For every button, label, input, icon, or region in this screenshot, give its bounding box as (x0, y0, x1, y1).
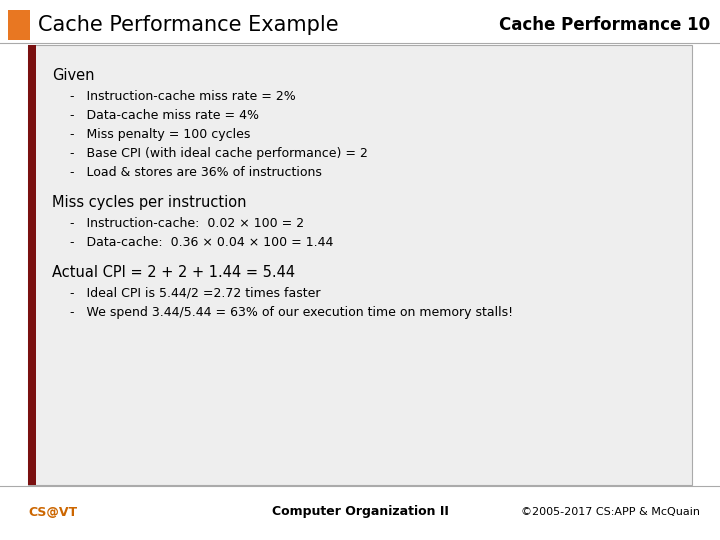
Text: Cache Performance 10: Cache Performance 10 (499, 16, 710, 34)
Text: CS@VT: CS@VT (28, 505, 77, 518)
Text: -   We spend 3.44/5.44 = 63% of our execution time on memory stalls!: - We spend 3.44/5.44 = 63% of our execut… (70, 306, 513, 319)
Text: -   Load & stores are 36% of instructions: - Load & stores are 36% of instructions (70, 166, 322, 179)
Text: Given: Given (52, 68, 94, 83)
Bar (8, 10, 30, 40)
Text: Miss cycles per instruction: Miss cycles per instruction (52, 195, 246, 210)
Text: -   Instruction-cache miss rate = 2%: - Instruction-cache miss rate = 2% (70, 90, 296, 103)
Bar (28, 45, 36, 485)
Text: -   Base CPI (with ideal cache performance) = 2: - Base CPI (with ideal cache performance… (70, 147, 368, 160)
Text: ©2005-2017 CS:APP & McQuain: ©2005-2017 CS:APP & McQuain (521, 507, 700, 517)
Text: -   Ideal CPI is 5.44/2 =2.72 times faster: - Ideal CPI is 5.44/2 =2.72 times faster (70, 287, 320, 300)
Text: -   Miss penalty = 100 cycles: - Miss penalty = 100 cycles (70, 128, 251, 141)
Text: -   Data-cache miss rate = 4%: - Data-cache miss rate = 4% (70, 109, 259, 122)
Text: -   Data-cache:  0.36 × 0.04 × 100 = 1.44: - Data-cache: 0.36 × 0.04 × 100 = 1.44 (70, 236, 333, 249)
Text: -   Instruction-cache:  0.02 × 100 = 2: - Instruction-cache: 0.02 × 100 = 2 (70, 217, 304, 230)
Text: Actual CPI = 2 + 2 + 1.44 = 5.44: Actual CPI = 2 + 2 + 1.44 = 5.44 (52, 265, 295, 280)
Text: Cache Performance Example: Cache Performance Example (38, 15, 338, 35)
Text: Computer Organization II: Computer Organization II (271, 505, 449, 518)
Bar (28, 45, 692, 485)
